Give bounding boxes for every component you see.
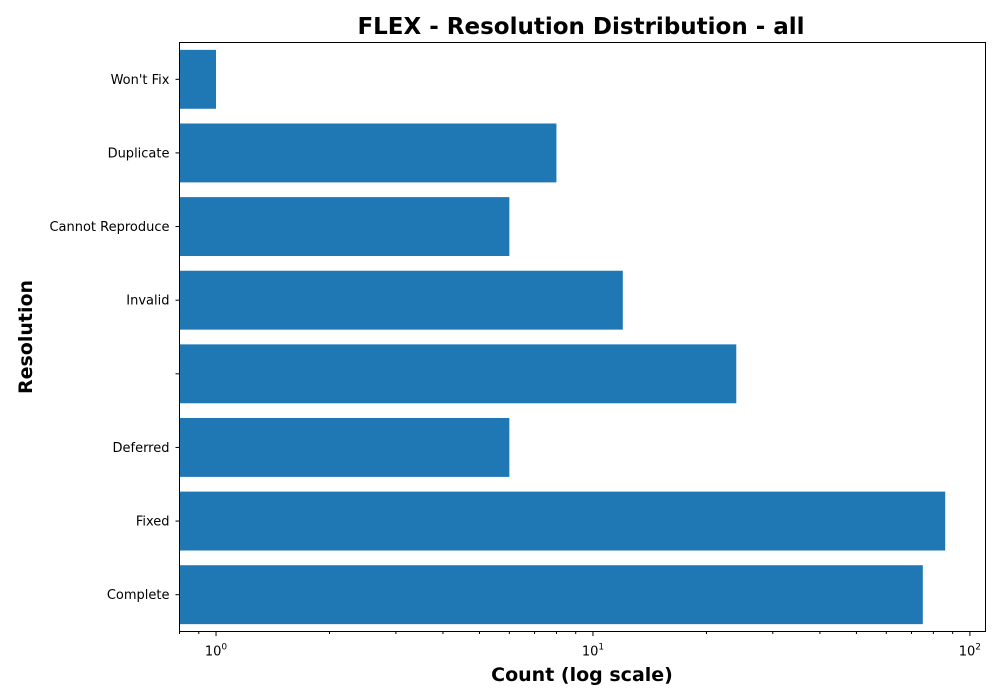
y-tick-label: Won't Fix [111,73,170,88]
bar-invalid [179,270,623,330]
x-tick-label: 101 [582,643,604,660]
y-tick-label: Invalid [126,294,169,309]
y-tick-label: Deferred [112,441,169,456]
y-tick-label: Cannot Reproduce [49,220,169,235]
bar-complete [179,565,923,625]
plot-frame [179,42,986,632]
x-tick-label: 100 [205,643,228,660]
y-tick-label: Complete [107,588,170,603]
bar-duplicate [179,123,557,183]
x-tick-label: 102 [959,643,981,660]
chart-title: FLEX - Resolution Distribution - all [357,14,804,40]
plot-area: Won't Fix Duplicate Cannot Reproduce Invali… [49,42,986,660]
bar-cannot-reproduce [179,197,510,257]
bar-fixed [179,491,946,551]
y-tick-label: Duplicate [108,146,170,161]
bar-unlabeled [179,344,737,404]
bar-won-t-fix [179,49,217,109]
x-axis-label: Count (log scale) [491,664,673,686]
bar-deferred [179,417,510,477]
y-axis-label: Resolution [15,280,37,394]
y-tick-label: Fixed [136,515,170,530]
